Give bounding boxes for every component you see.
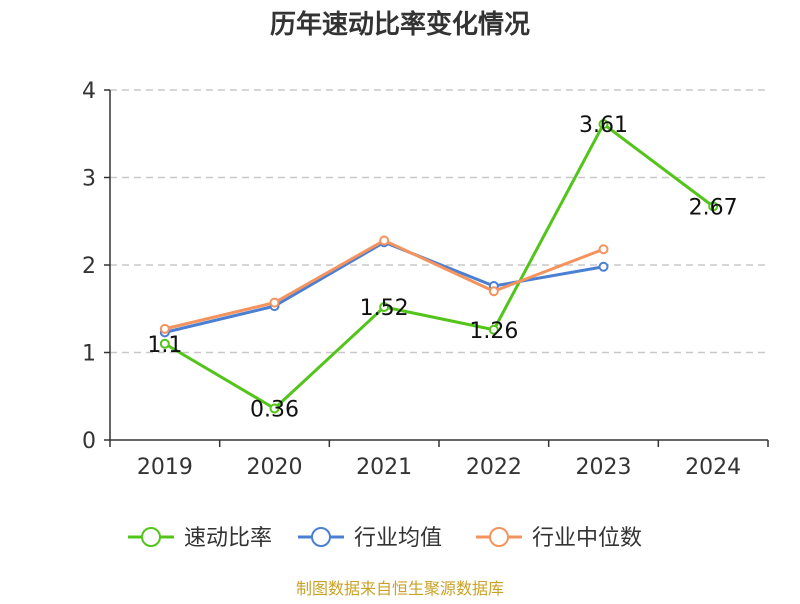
y-tick-label: 4 <box>82 79 96 104</box>
series-0-point <box>708 201 719 212</box>
series-lines <box>159 119 719 414</box>
x-tick-label: 2022 <box>466 455 522 480</box>
chart-title: 历年速动比率变化情况 <box>270 9 530 40</box>
series-2-point <box>269 297 280 308</box>
y-tick-label: 1 <box>82 342 96 367</box>
data-label: 1.26 <box>469 319 518 344</box>
x-tick-label: 2023 <box>576 455 632 480</box>
x-tick-label: 2020 <box>247 455 303 480</box>
y-tick-label: 2 <box>82 254 96 279</box>
series-0-point <box>488 324 499 335</box>
y-tick-label: 0 <box>82 429 96 454</box>
legend-label: 行业中位数 <box>532 526 642 551</box>
legend-marker-icon <box>141 527 161 547</box>
grid-lines <box>110 89 768 354</box>
series-0-point <box>598 119 609 130</box>
series-2-point <box>159 323 170 334</box>
data-label: 3.61 <box>579 113 628 138</box>
x-tick-label: 2021 <box>356 455 412 480</box>
legend-item-0[interactable]: 速动比率 <box>128 526 272 551</box>
legend-label: 速动比率 <box>184 526 272 551</box>
legend-marker-icon <box>489 527 509 547</box>
data-label: 1.1 <box>147 333 182 358</box>
series-0-point <box>159 338 170 349</box>
legend-label: 行业均值 <box>354 526 442 551</box>
series-0-point <box>379 302 390 312</box>
series-0-line <box>163 122 715 410</box>
legend[interactable]: 速动比率 行业均值 行业中位数 <box>128 526 642 551</box>
legend-marker-icon <box>311 527 331 547</box>
data-label: 2.67 <box>689 195 738 220</box>
series-1-point <box>598 261 609 272</box>
series-2-point <box>488 286 499 297</box>
data-label: 1.52 <box>360 296 409 321</box>
legend-item-2[interactable]: 行业中位数 <box>476 526 642 551</box>
data-label: 0.36 <box>250 398 299 423</box>
legend-item-1[interactable]: 行业均值 <box>298 526 442 551</box>
axes: 0 1 2 3 4 2019 2020 2021 2022 2023 2024 <box>82 79 769 480</box>
source-note: 制图数据来自恒生聚源数据库 <box>296 579 504 598</box>
series-2-point <box>598 244 609 255</box>
data-labels: 1.1 0.36 1.52 1.26 3.61 2.67 <box>147 113 737 422</box>
y-tick-label: 3 <box>82 167 96 192</box>
series-2-point <box>379 235 390 246</box>
series-0-point <box>269 403 280 414</box>
x-tick-label: 2024 <box>685 455 741 480</box>
x-tick-label: 2019 <box>137 455 193 480</box>
